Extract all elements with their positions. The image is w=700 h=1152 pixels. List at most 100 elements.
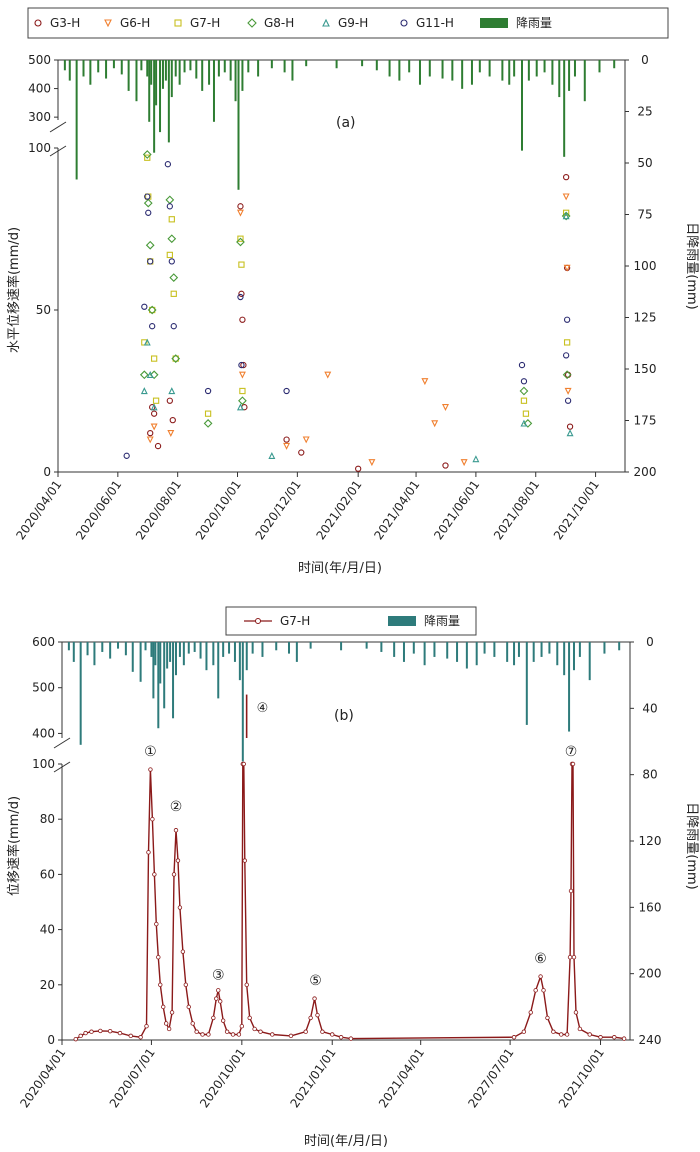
series-point-g7-h [538, 974, 543, 979]
point-g11-h [562, 352, 570, 359]
b-break-mark-2 [53, 761, 71, 773]
series-point-g7-h [218, 999, 223, 1004]
rain-bar [144, 642, 147, 651]
series-point-g7-h [244, 982, 249, 987]
left-tick-label: 100 [28, 141, 51, 155]
rain-bar [361, 60, 364, 67]
point-g11-h [238, 361, 245, 369]
left-tick-label: 20 [40, 978, 55, 992]
point-g9-h [472, 455, 480, 463]
series-point-g7-h [598, 1035, 603, 1040]
point-g6-h [563, 264, 571, 272]
series-point-g7-h [177, 905, 183, 910]
left-tick-label: 60 [40, 867, 55, 881]
rain-bar [305, 60, 308, 67]
x-tick-label: 2021/08/01 [491, 478, 542, 543]
rain-bar [238, 642, 241, 681]
point-g11-h [170, 323, 177, 330]
rain-bar [174, 642, 177, 676]
point-g11-h [237, 293, 244, 301]
point-g7-h [152, 397, 160, 404]
rain-bar [140, 60, 143, 71]
legend-marker-4 [322, 18, 330, 27]
series-point-g7-h [83, 1030, 88, 1036]
point-g11-h [123, 452, 130, 459]
rain-bar [408, 60, 411, 73]
rain-bar [572, 642, 575, 671]
rain-bar [470, 60, 473, 85]
rain-bar [478, 60, 481, 73]
rain-bar [67, 642, 70, 651]
point-g3-h [564, 371, 572, 378]
x-tick-label: 2020/10/01 [193, 478, 244, 543]
rain-bar [101, 642, 104, 652]
rain-bar [335, 60, 338, 69]
point-g9-h [562, 212, 570, 220]
series-point-g7-h [308, 1015, 313, 1021]
series-point-g7-h [570, 761, 576, 767]
rain-bar [183, 60, 186, 73]
rain-bar [161, 60, 164, 89]
point-g3-h [238, 290, 245, 297]
rain-bar [257, 60, 260, 77]
right-tick-label: 160 [639, 900, 662, 914]
point-g7-h [563, 339, 571, 346]
point-g8-h [171, 354, 181, 363]
annotation-label: ⑤ [309, 973, 322, 989]
rain-bar [525, 642, 528, 725]
right-tick-label: 125 [634, 311, 657, 325]
point-g3-h [166, 397, 173, 404]
rain-bar [540, 642, 543, 657]
rain-bar [441, 60, 444, 79]
left-tick-label: 50 [36, 303, 51, 317]
point-g6-h [324, 371, 332, 379]
series-point-g7-h [169, 1010, 175, 1015]
rain-bar [212, 642, 215, 666]
point-g7-h [522, 410, 530, 417]
series-point-g7-h [152, 872, 157, 877]
rain-bar [380, 642, 383, 652]
series-point-g7-h [144, 1023, 149, 1029]
rain-bar [117, 642, 120, 649]
rain-bar [501, 60, 504, 81]
point-g8-h [142, 150, 152, 159]
point-g7-h [239, 387, 246, 395]
x-tick-label: 2021/04/01 [376, 1046, 427, 1111]
rain-bar [82, 60, 85, 77]
series-point-g7-h [288, 1033, 294, 1039]
a-panel-label: (a) [336, 115, 356, 131]
rain-bar [164, 60, 167, 81]
rain-bar [127, 60, 130, 91]
rain-bar [433, 642, 436, 657]
rain-bar [228, 642, 231, 654]
series-point-g7-h [150, 817, 155, 822]
series-point-g7-h [206, 1032, 211, 1037]
rain-bar [548, 642, 551, 654]
left-tick-label: 400 [28, 82, 51, 96]
series-point-g7-h [303, 1029, 308, 1034]
point-g3-h [562, 174, 570, 181]
point-g6-h [236, 209, 244, 217]
legend-a: G3-H G6-H G7-H G8-H G9-H G11-H 降雨量 [27, 7, 669, 39]
left-tick-label: 80 [40, 812, 55, 826]
series-point-g7-h [338, 1035, 344, 1040]
series-point-g7-h [236, 1032, 242, 1037]
rain-bar [189, 60, 192, 71]
rain-bar [124, 642, 127, 656]
point-g8-h [149, 370, 159, 380]
rain-bar [135, 60, 138, 102]
rain-bar [603, 642, 606, 654]
right-tick-label: 100 [634, 259, 657, 273]
rain-bar [178, 60, 181, 85]
series-point-g7-h [612, 1035, 617, 1040]
a-break-mark-1 [49, 121, 67, 133]
legend-marker-1 [388, 616, 416, 626]
series-point-g7-h [171, 872, 177, 877]
point-g8-h [145, 240, 155, 250]
rain-bar [563, 642, 566, 676]
series-point-g7-h [521, 1029, 527, 1034]
x-tick-label: 2020/04/01 [17, 1046, 68, 1111]
rain-bar [412, 642, 415, 654]
rain-bar [187, 642, 190, 654]
rain-bar [613, 60, 616, 69]
